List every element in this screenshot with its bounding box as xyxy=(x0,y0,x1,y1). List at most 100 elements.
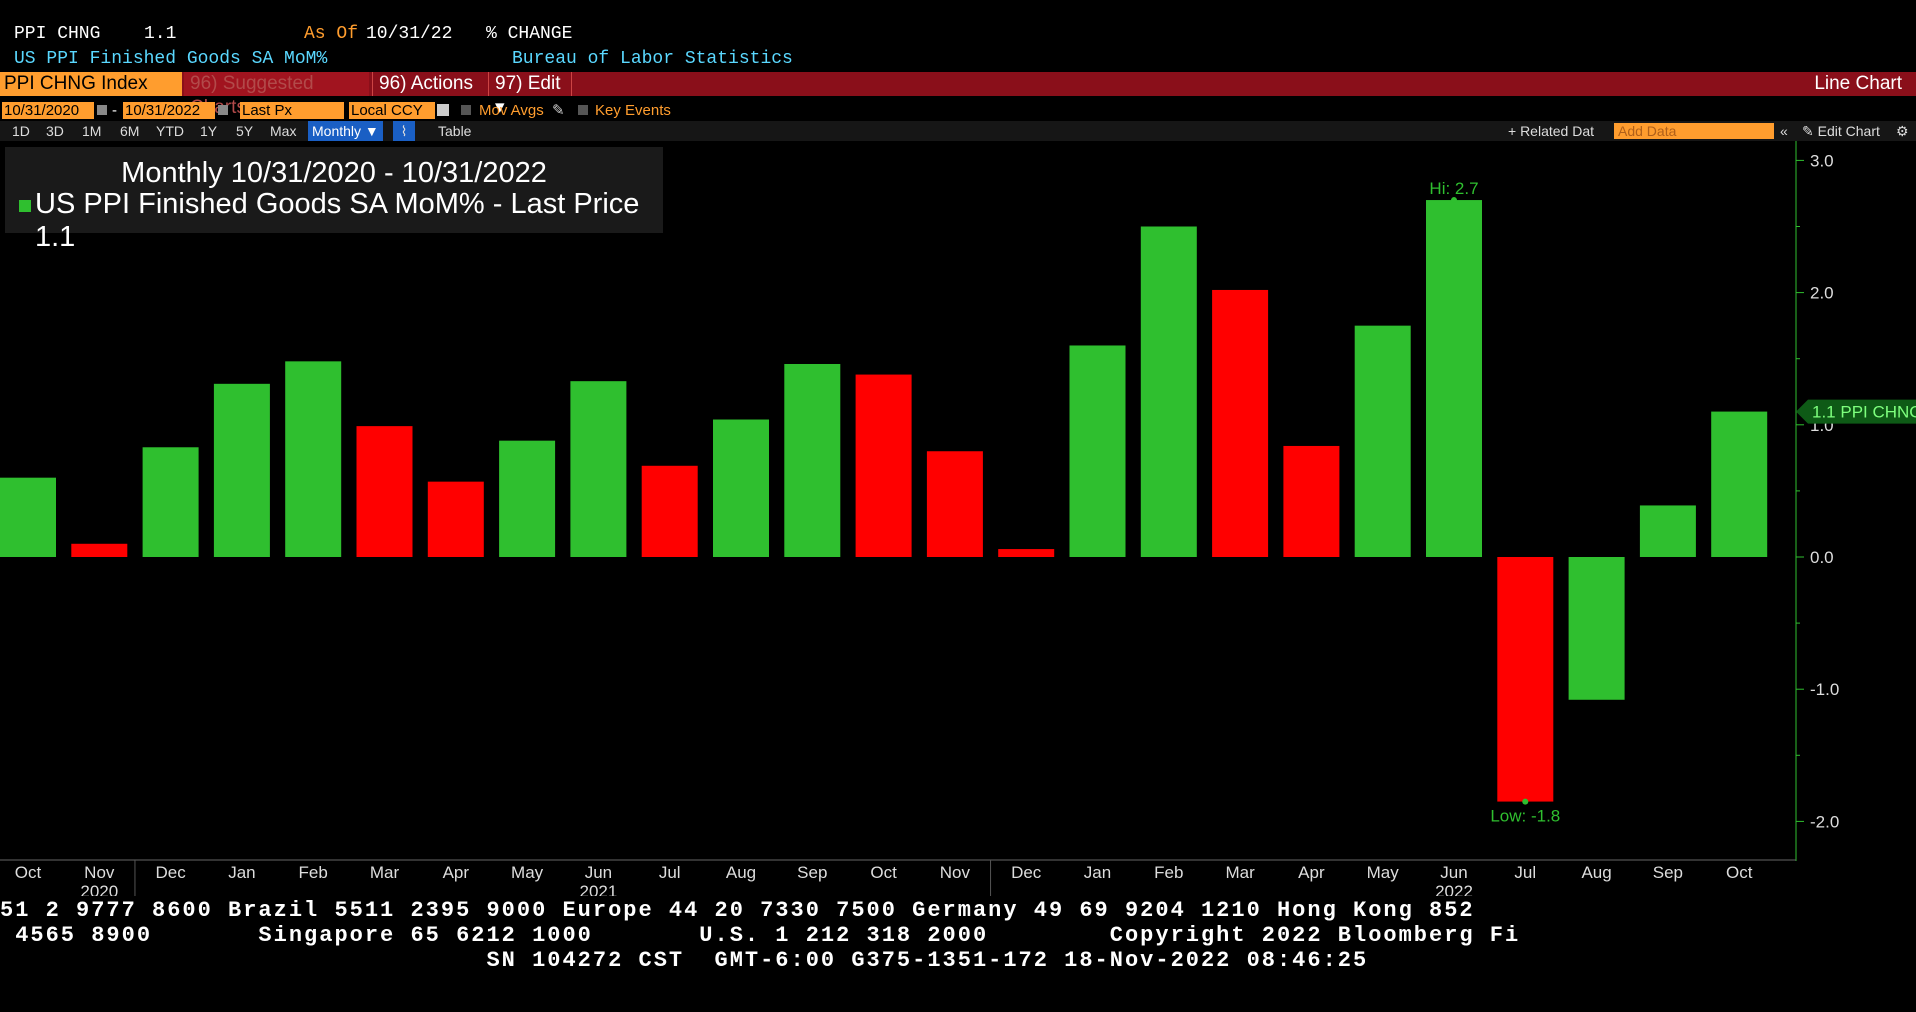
frequency-select[interactable]: Monthly ▼ xyxy=(308,121,383,141)
bar xyxy=(142,447,199,557)
end-date-field[interactable]: 10/31/2022 xyxy=(123,102,215,119)
suggested-charts-button[interactable]: 96) Suggested Charts xyxy=(184,72,369,118)
as-of-date: 10/31/22 xyxy=(366,24,453,44)
series-name: US PPI Finished Goods SA MoM% xyxy=(14,49,328,69)
year-label: 2021 xyxy=(579,882,617,896)
last-value: 1.1 xyxy=(144,24,177,44)
x-tick-label: May xyxy=(1367,863,1400,882)
x-tick-label: Feb xyxy=(1154,863,1183,882)
period-max[interactable]: Max xyxy=(270,123,297,139)
x-tick-label: Jun xyxy=(1440,863,1467,882)
year-label: 2022 xyxy=(1435,882,1473,896)
last-price-label: 1.1 PPI CHNG xyxy=(1812,403,1916,422)
calendar-icon[interactable] xyxy=(97,105,107,115)
calendar-icon[interactable] xyxy=(218,105,228,115)
y-axis: 3.02.01.00.0-1.0-2.0 xyxy=(1795,141,1839,861)
add-data-input[interactable]: Add Data xyxy=(1614,123,1774,139)
collapse-icon[interactable]: « xyxy=(1780,123,1788,139)
as-of-label: As Of xyxy=(304,24,359,44)
bar xyxy=(0,477,56,557)
period-1y[interactable]: 1Y xyxy=(200,123,218,139)
table-button[interactable]: Table xyxy=(438,123,472,139)
mov-avgs-checkbox[interactable] xyxy=(461,105,471,115)
bar xyxy=(1283,445,1340,557)
x-tick-label: Nov xyxy=(84,863,115,882)
series-header: US PPI Finished Goods SA MoM% Bureau of … xyxy=(14,49,793,109)
security-header: PPI CHNG 1.1 As Of 10/31/22 % CHANGE xyxy=(14,24,572,144)
period-1d[interactable]: 1D xyxy=(12,123,30,139)
period-5y[interactable]: 5Y xyxy=(236,123,254,139)
x-tick-label: Mar xyxy=(370,863,400,882)
bar xyxy=(570,381,627,557)
pencil-icon[interactable]: ✎ xyxy=(552,102,565,119)
date-dash: - xyxy=(112,102,117,119)
x-tick-label: Jan xyxy=(1084,863,1111,882)
x-tick-label: Oct xyxy=(1726,863,1753,882)
bar xyxy=(998,549,1055,557)
low-marker xyxy=(1522,798,1529,805)
key-events-checkbox[interactable] xyxy=(578,105,588,115)
key-events-label: Key Events xyxy=(595,102,671,119)
low-label: Low: -1.8 xyxy=(1490,807,1560,826)
x-tick-label: Aug xyxy=(1581,863,1611,882)
bar xyxy=(427,481,484,557)
x-tick-label: Mar xyxy=(1225,863,1255,882)
x-tick-label: Jul xyxy=(659,863,681,882)
x-tick-label: Jun xyxy=(585,863,612,882)
bar xyxy=(1354,325,1411,557)
legend-swatch xyxy=(19,200,31,212)
last-price-tag xyxy=(1796,399,1916,424)
field-select[interactable]: Last Px xyxy=(240,102,344,119)
hi-marker xyxy=(1451,197,1457,204)
bar xyxy=(1711,411,1768,557)
x-tick-label: Apr xyxy=(443,863,470,882)
currency-select[interactable]: Local CCY xyxy=(349,102,435,119)
bar xyxy=(1497,557,1554,802)
period-ytd[interactable]: YTD xyxy=(156,123,184,139)
bar xyxy=(784,363,841,557)
bar xyxy=(1568,557,1625,700)
y-tick-label: 2.0 xyxy=(1810,284,1834,303)
legend-series-label: US PPI Finished Goods SA MoM% - Last Pri… xyxy=(35,188,640,253)
x-tick-label: Feb xyxy=(299,863,328,882)
year-label: 2020 xyxy=(80,882,118,896)
bar xyxy=(1069,345,1126,557)
bar xyxy=(713,419,769,557)
x-tick-label: Sep xyxy=(1653,863,1683,882)
bar xyxy=(855,374,912,557)
start-date-field[interactable]: 10/31/2020 xyxy=(2,102,94,119)
bars-group xyxy=(0,200,1768,802)
actions-menu[interactable]: 96) Actions ▾ xyxy=(372,72,486,118)
footer-contact-line: 51 2 9777 8600 Brazil 5511 2395 9000 Eur… xyxy=(0,898,1475,923)
bar xyxy=(1639,505,1696,557)
bar xyxy=(499,440,556,557)
edit-menu[interactable]: 97) Edit ▾ xyxy=(488,72,572,118)
bar xyxy=(356,426,413,557)
bar xyxy=(1140,226,1197,557)
bar xyxy=(285,361,342,557)
x-axis: Oct Nov Dec Jan Feb Mar Apr May Jun Jul Aug Sep Oct N… xyxy=(0,859,1796,896)
bar xyxy=(1212,289,1269,557)
y-tick-label: 3.0 xyxy=(1810,151,1834,170)
chart-controls: 10/31/2020 - 10/31/2022 Last Px Local CC… xyxy=(0,101,1916,121)
view-title: Line Chart xyxy=(1814,73,1902,94)
security-input[interactable]: PPI CHNG Index xyxy=(0,72,182,96)
period-1m[interactable]: 1M xyxy=(82,123,102,139)
function-toolbar: PPI CHNG Index 96) Suggested Charts 96) … xyxy=(0,72,1916,118)
settings-icon[interactable]: ⚙ xyxy=(1896,123,1909,139)
edit-chart-button[interactable]: ✎ Edit Chart xyxy=(1802,123,1880,139)
mov-avgs-label: Mov Avgs xyxy=(479,102,544,119)
related-data-button[interactable]: + Related Dat xyxy=(1508,123,1594,139)
unit-label: % CHANGE xyxy=(486,24,573,44)
period-6m[interactable]: 6M xyxy=(120,123,140,139)
x-tick-label: Jul xyxy=(1514,863,1536,882)
hi-label: Hi: 2.7 xyxy=(1429,179,1478,198)
period-3d[interactable]: 3D xyxy=(46,123,64,139)
x-tick-label: Dec xyxy=(155,863,186,882)
x-tick-label: Oct xyxy=(870,863,897,882)
ticker-label: PPI CHNG xyxy=(14,24,101,44)
y-tick-label: 0.0 xyxy=(1810,548,1834,567)
chart-type-icon[interactable]: ⌇ xyxy=(393,121,415,141)
dropdown-arrow-icon[interactable] xyxy=(437,104,449,116)
x-tick-label: Jan xyxy=(228,863,255,882)
